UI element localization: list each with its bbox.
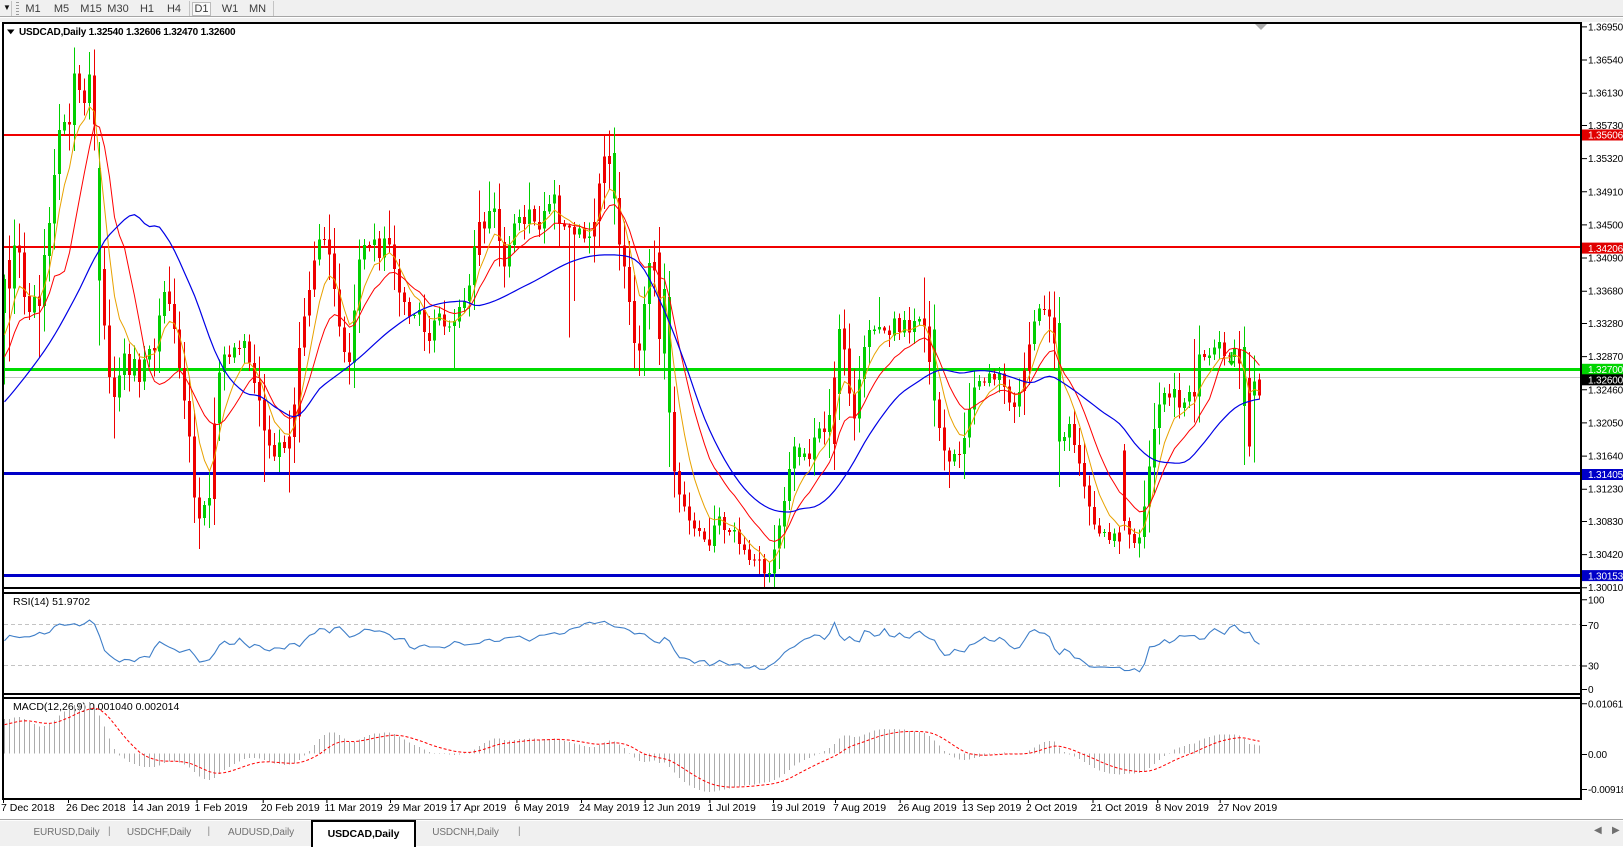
svg-text:1.35730: 1.35730 <box>1588 121 1623 132</box>
svg-text:0.00: 0.00 <box>1588 750 1607 761</box>
svg-text:1.32460: 1.32460 <box>1588 385 1623 396</box>
svg-text:20 Feb 2019: 20 Feb 2019 <box>261 802 320 814</box>
svg-text:1.36540: 1.36540 <box>1588 56 1623 67</box>
svg-text:1.34090: 1.34090 <box>1588 254 1623 265</box>
svg-text:21 Oct 2019: 21 Oct 2019 <box>1091 802 1148 814</box>
svg-text:0: 0 <box>1588 685 1594 696</box>
svg-text:1.30830: 1.30830 <box>1588 517 1623 528</box>
svg-text:24 May 2019: 24 May 2019 <box>579 802 640 814</box>
svg-text:-0.009181: -0.009181 <box>1588 785 1623 796</box>
svg-text:12 Jun 2019: 12 Jun 2019 <box>643 802 701 814</box>
svg-text:6 May 2019: 6 May 2019 <box>514 802 569 814</box>
svg-text:1.36130: 1.36130 <box>1588 89 1623 100</box>
svg-text:RSI(14) 51.9702: RSI(14) 51.9702 <box>13 596 90 608</box>
svg-text:MACD(12,26,9) 0.001040 0.00201: MACD(12,26,9) 0.001040 0.002014 <box>13 701 180 713</box>
svg-text:17 Apr 2019: 17 Apr 2019 <box>450 802 507 814</box>
svg-text:1.34206: 1.34206 <box>1588 244 1623 255</box>
svg-text:1.32870: 1.32870 <box>1588 352 1623 363</box>
svg-text:1.32700: 1.32700 <box>1588 365 1623 376</box>
svg-text:11 Mar 2019: 11 Mar 2019 <box>324 802 382 814</box>
svg-text:1.30010: 1.30010 <box>1588 583 1623 594</box>
svg-text:1.30420: 1.30420 <box>1588 550 1623 561</box>
svg-text:70: 70 <box>1588 621 1599 632</box>
svg-text:29 Mar 2019: 29 Mar 2019 <box>388 802 447 814</box>
svg-text:1.31640: 1.31640 <box>1588 452 1623 463</box>
svg-text:1.31405: 1.31405 <box>1588 470 1623 481</box>
svg-text:13 Sep 2019: 13 Sep 2019 <box>962 802 1022 814</box>
svg-text:30: 30 <box>1588 662 1599 673</box>
svg-text:1.35320: 1.35320 <box>1588 154 1623 165</box>
svg-text:7 Dec 2018: 7 Dec 2018 <box>1 802 55 814</box>
svg-text:26 Aug 2019: 26 Aug 2019 <box>898 802 957 814</box>
svg-text:1.33680: 1.33680 <box>1588 287 1623 298</box>
svg-text:1 Jul 2019: 1 Jul 2019 <box>707 802 756 814</box>
svg-text:14 Jan 2019: 14 Jan 2019 <box>132 802 190 814</box>
svg-text:1.34500: 1.34500 <box>1588 220 1623 231</box>
svg-text:1 Feb 2019: 1 Feb 2019 <box>195 802 248 814</box>
svg-text:27 Nov 2019: 27 Nov 2019 <box>1218 802 1278 814</box>
svg-text:100: 100 <box>1588 595 1605 606</box>
svg-text:1.30153: 1.30153 <box>1588 571 1623 582</box>
svg-text:26 Dec 2018: 26 Dec 2018 <box>66 802 126 814</box>
svg-text:1.34910: 1.34910 <box>1588 187 1623 198</box>
svg-text:19 Jul 2019: 19 Jul 2019 <box>771 802 825 814</box>
svg-text:1.35606: 1.35606 <box>1588 131 1623 142</box>
svg-text:1.31230: 1.31230 <box>1588 485 1623 496</box>
svg-text:1.32600: 1.32600 <box>1588 376 1623 387</box>
svg-text:2 Oct 2019: 2 Oct 2019 <box>1026 802 1078 814</box>
svg-text:8 Nov 2019: 8 Nov 2019 <box>1155 802 1209 814</box>
svg-text:1.32050: 1.32050 <box>1588 418 1623 429</box>
svg-text:7 Aug 2019: 7 Aug 2019 <box>833 802 886 814</box>
svg-text:1.33280: 1.33280 <box>1588 319 1623 330</box>
svg-text:1.36950: 1.36950 <box>1588 22 1623 33</box>
svg-text:USDCAD,Daily 1.32540 1.32606: USDCAD,Daily 1.32540 1.32606 1.32470 1.3… <box>19 27 236 38</box>
svg-text:0.010615: 0.010615 <box>1588 699 1623 710</box>
